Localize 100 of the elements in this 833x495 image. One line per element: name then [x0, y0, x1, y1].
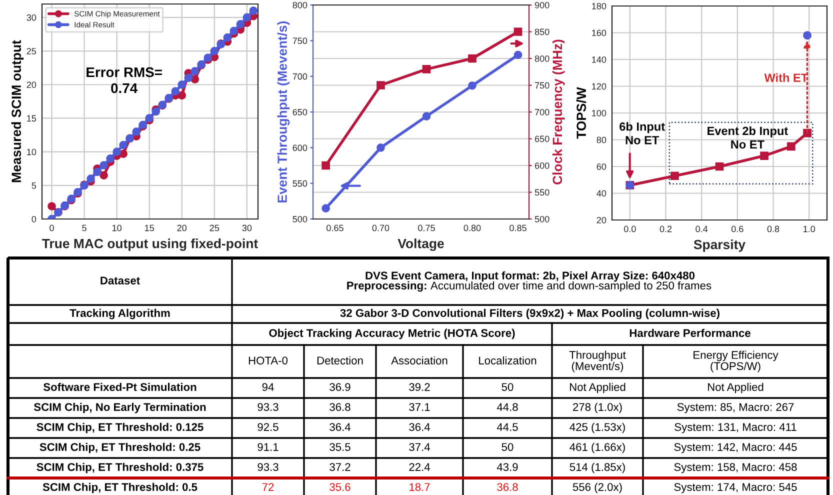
y-tick-label: 180: [592, 2, 606, 10]
text: Tracking Algorithm: [70, 308, 170, 320]
text: 35.6: [330, 483, 350, 491]
y2-tick-label: 800: [534, 55, 550, 62]
text: Not Applied: [708, 382, 764, 394]
x-tick-label: 0.80: [464, 224, 481, 232]
point: [132, 127, 141, 136]
point: [48, 202, 56, 210]
text: Dataset: [100, 276, 140, 284]
x-tick-label: 0.65: [326, 224, 344, 232]
text: 36.8: [330, 403, 350, 411]
point: [242, 13, 252, 22]
text: Localization: [479, 356, 536, 364]
y2-tick-label: 650: [535, 136, 550, 142]
annotation: Event 2b Input No ET: [708, 126, 788, 149]
x-tick-label: 0.0: [624, 226, 636, 232]
text: Detection: [317, 356, 363, 364]
x-tick-label: 0.75: [418, 224, 435, 232]
point: [93, 168, 102, 176]
point: [468, 81, 476, 90]
y-tick-label: 600: [292, 144, 308, 152]
text: SCIM Chip, ET Threshold: 0.125: [36, 422, 204, 434]
point: [514, 50, 522, 60]
text: System: 158, Macro: 458: [674, 463, 797, 474]
y2-tick-label: 850: [534, 28, 550, 36]
y-tick-label: 700: [292, 73, 308, 80]
text: 94: [262, 383, 274, 391]
y2-tick-label: 500: [534, 216, 550, 222]
point: [112, 148, 121, 156]
text: SCIM Chip, No Early Termination: [34, 402, 206, 414]
x-tick-label: 30: [242, 224, 252, 232]
y-tick-label: 160: [592, 30, 606, 36]
text: DVS Event Camera, Input format: 2b, Pixel Array Size: 640x480: [366, 271, 695, 282]
y2-tick-label: 550: [534, 189, 550, 196]
point: [190, 75, 200, 84]
x-tick-label: 0.8: [767, 226, 780, 232]
point: [514, 28, 522, 36]
text: HOTA-0: [248, 356, 288, 364]
point: [178, 80, 186, 89]
x-axis-title: Sparsity: [694, 240, 746, 252]
point: [190, 67, 200, 76]
text: 22.4: [409, 463, 430, 471]
point: [376, 144, 385, 152]
y2-tick-label: 750: [535, 82, 550, 89]
y-tick-label: 25: [26, 48, 36, 54]
text: 32 Gabor 3-D Convolutional Filters (9x9x2) + Max Pooling (column-wise): [340, 308, 720, 320]
y-tick-label: 550: [292, 180, 308, 187]
x-tick-label: 1.0: [803, 226, 816, 232]
y-tick-label: 15: [27, 115, 36, 122]
text: 44.8: [496, 403, 518, 411]
point: [787, 142, 796, 151]
point: [249, 6, 258, 15]
point: [86, 174, 95, 183]
text: 556 (2.0x): [572, 482, 622, 494]
text: 50: [502, 383, 514, 391]
y-tick-label: 20: [26, 82, 36, 88]
text: Object Tracking Accuracy Metric (HOTA Score): [269, 328, 515, 340]
text: 92.5: [258, 423, 278, 431]
point: [100, 161, 108, 170]
y-tick-label: 10: [27, 148, 36, 156]
text: Software Fixed-Pt Simulation: [43, 382, 196, 391]
y-tick-label: 120: [592, 83, 606, 90]
y-tick-label: 750: [292, 38, 308, 44]
y-axis-title: Measured SCIM output: [11, 40, 24, 182]
x-tick-label: 0.4: [696, 226, 708, 232]
text: 36.4: [409, 423, 430, 431]
text: SCIM Chip, ET Threshold: 0.375: [36, 462, 204, 474]
text: System: 131, Macro: 411: [674, 423, 796, 434]
x-tick-label: 0.70: [372, 224, 390, 232]
point: [236, 20, 245, 28]
y-tick-label: 100: [592, 110, 606, 116]
y-tick-label: 60: [596, 163, 606, 170]
y2-tick-label: 900: [534, 2, 550, 8]
point: [100, 171, 108, 180]
point: [223, 33, 232, 42]
point: [178, 91, 186, 100]
y2-axis-title: Clock Frequency (MHz): [552, 40, 565, 184]
point: [468, 54, 476, 63]
point: [322, 204, 330, 212]
text: 93.3: [258, 463, 278, 471]
text: 91.1: [258, 443, 278, 451]
text: Association: [391, 356, 448, 364]
text: 37.4: [409, 443, 430, 451]
point: [184, 74, 193, 82]
text: SCIM Chip, ET Threshold: 0.25: [40, 442, 200, 454]
y-tick-label: 30: [26, 14, 36, 21]
x-tick-label: 25: [210, 224, 220, 232]
point: [376, 81, 385, 90]
text: 18.7: [410, 483, 430, 491]
x-axis-title: True MAC output using fixed-point: [42, 238, 258, 251]
x-tick-label: 10: [112, 224, 122, 232]
y-tick-label: 800: [292, 2, 308, 8]
x-tick-label: 0.6: [731, 226, 744, 232]
x-tick-label: 5: [82, 224, 86, 232]
point: [803, 31, 812, 40]
y-tick-label: 500: [292, 216, 308, 222]
x-axis-title: Voltage: [398, 238, 444, 251]
text: 425 (1.53x): [570, 422, 625, 434]
text: 36.8: [497, 483, 518, 491]
annotation: 6b Input No ET: [620, 122, 665, 144]
